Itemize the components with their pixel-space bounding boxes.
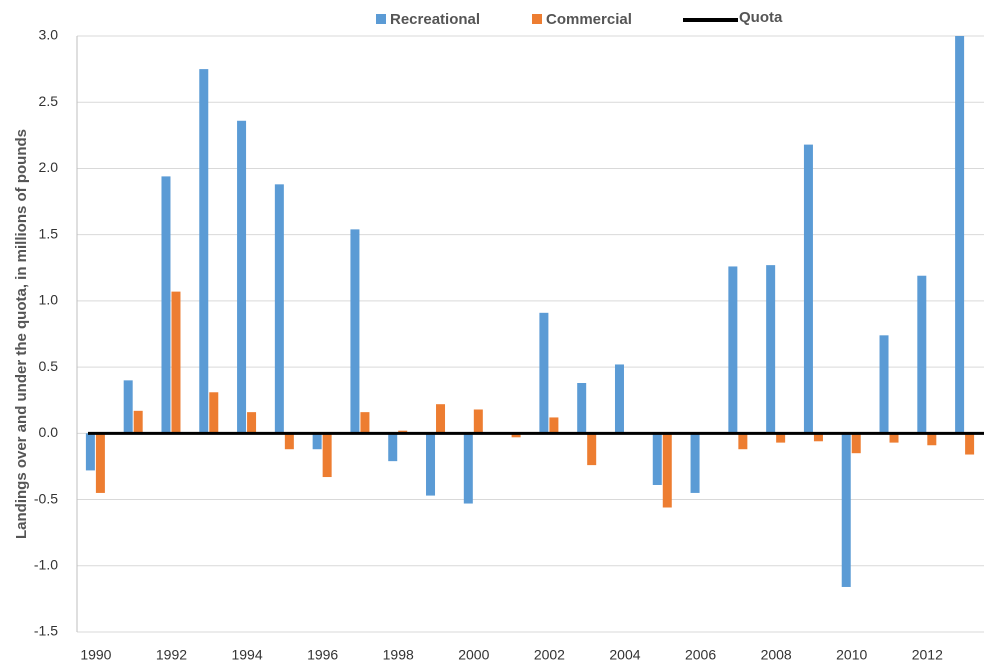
bar	[511, 433, 521, 438]
bar	[388, 433, 398, 462]
bar	[463, 433, 473, 504]
bar	[247, 412, 257, 434]
legend-swatch	[376, 14, 386, 24]
x-tick-label: 1994	[231, 647, 262, 663]
x-tick-label: 1990	[80, 647, 111, 663]
y-tick-label: 1.0	[39, 292, 59, 308]
x-tick-label: 1998	[383, 647, 414, 663]
bar	[803, 144, 813, 434]
y-tick-label: 0.5	[39, 358, 59, 374]
x-tick-label: 1992	[156, 647, 187, 663]
y-tick-label: 2.0	[39, 159, 59, 175]
y-tick-label: -0.5	[34, 490, 58, 506]
bar	[917, 275, 927, 434]
y-tick-label: -1.0	[34, 556, 58, 572]
bar	[889, 433, 899, 443]
bar	[614, 364, 624, 434]
x-tick-label: 2012	[912, 647, 943, 663]
bar	[322, 433, 332, 478]
y-tick-label: 2.5	[39, 93, 59, 109]
bar	[690, 433, 700, 493]
bar	[161, 176, 171, 434]
x-tick-label: 2004	[609, 647, 640, 663]
bar	[85, 433, 95, 471]
bar	[841, 433, 851, 587]
x-tick-label: 2010	[836, 647, 867, 663]
y-tick-label: 3.0	[39, 27, 59, 43]
bar	[652, 433, 662, 485]
x-tick-label: 2002	[534, 647, 565, 663]
x-tick-label: 2000	[458, 647, 489, 663]
bar	[436, 404, 446, 434]
bar	[539, 312, 549, 434]
bar	[851, 433, 861, 454]
bar	[133, 410, 143, 434]
y-tick-label: 1.5	[39, 225, 59, 241]
legend-swatch	[532, 14, 542, 24]
bar	[813, 433, 823, 442]
bar	[95, 433, 105, 493]
bar	[123, 380, 133, 434]
bar	[965, 433, 975, 455]
bar	[284, 433, 294, 450]
bar	[549, 417, 559, 434]
legend-label: Recreational	[390, 11, 480, 28]
bar	[776, 433, 786, 443]
bar	[171, 291, 181, 434]
bar	[577, 383, 587, 434]
bar	[274, 184, 284, 434]
x-tick-label: 2006	[685, 647, 716, 663]
bar	[738, 433, 748, 450]
legend-label: Commercial	[546, 11, 632, 28]
bar	[312, 433, 322, 450]
x-tick-label: 1996	[307, 647, 338, 663]
bar	[350, 229, 360, 434]
bar	[766, 265, 776, 434]
bar	[360, 412, 370, 434]
bar	[473, 409, 483, 434]
bar	[955, 36, 965, 434]
y-tick-label: 0.0	[39, 424, 59, 440]
bar	[426, 433, 436, 496]
bar	[879, 335, 889, 434]
legend-label: Quota	[739, 9, 783, 26]
y-tick-label: -1.5	[34, 623, 58, 639]
y-axis-label: Landings over and under the quota, in mi…	[13, 129, 30, 539]
bar	[209, 392, 219, 434]
bar	[199, 69, 209, 434]
bar	[927, 433, 937, 446]
bar	[662, 433, 672, 508]
bar	[728, 266, 738, 434]
x-tick-label: 2008	[761, 647, 792, 663]
bar	[237, 120, 247, 434]
bar	[587, 433, 597, 466]
